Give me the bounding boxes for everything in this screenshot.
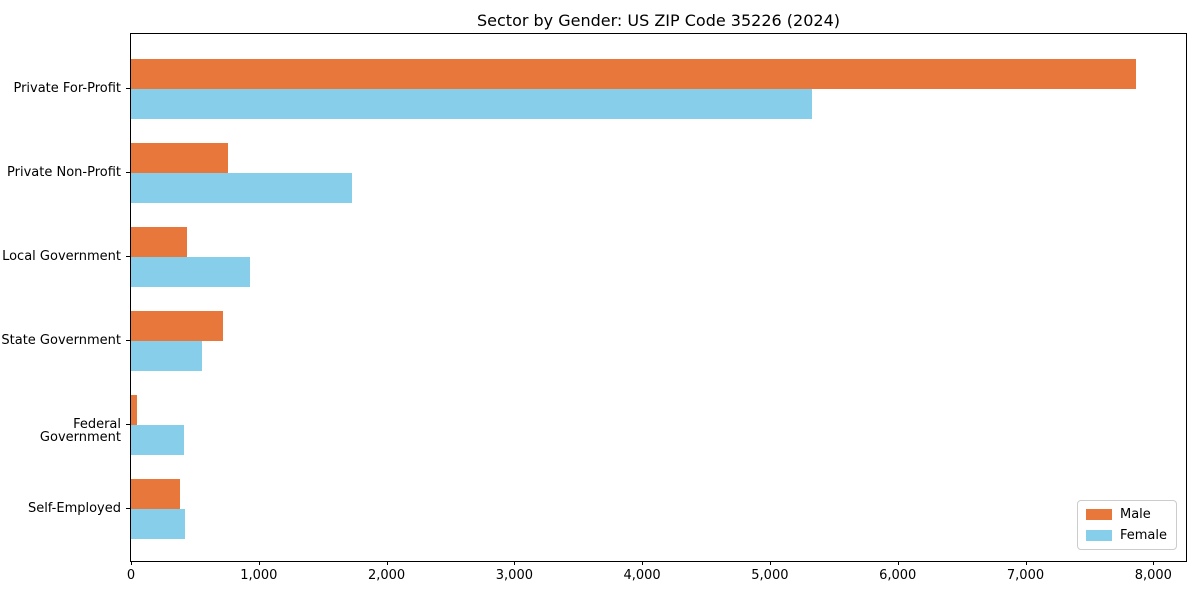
bar-male-private-non-profit <box>131 143 229 173</box>
bar-female-private-non-profit <box>131 173 353 203</box>
legend-item-female: Female <box>1085 528 1167 543</box>
bar-male-state-government <box>131 311 223 341</box>
chart-title: Sector by Gender: US ZIP Code 35226 (202… <box>477 11 840 30</box>
bar-male-federal-government <box>131 395 138 425</box>
xtick-mark <box>386 561 388 565</box>
bar-female-local-government <box>131 257 250 287</box>
bar-male-local-government <box>131 227 188 257</box>
xtick-mark <box>1153 561 1155 565</box>
legend-label: Female <box>1119 528 1167 543</box>
ytick-label: State Government <box>1 333 121 348</box>
legend: Male Female <box>1076 500 1177 550</box>
legend-swatch-male <box>1085 509 1112 520</box>
legend-swatch-female <box>1085 530 1112 541</box>
xtick-mark <box>131 561 132 565</box>
xtick-mark <box>769 561 771 565</box>
xtick-label: 0 <box>126 568 136 583</box>
ytick-label: Federal Government <box>39 417 121 445</box>
ytick-mark <box>126 508 130 509</box>
plot-area: Male Female <box>130 33 1187 562</box>
xtick-label: 5,000 <box>751 568 789 583</box>
xtick-label: 6,000 <box>879 568 917 583</box>
bar-female-state-government <box>131 341 202 371</box>
legend-label: Male <box>1119 507 1151 522</box>
ytick-label: Private For-Profit <box>13 81 121 96</box>
ytick-label: Private Non-Profit <box>7 165 121 180</box>
xtick-mark <box>1025 561 1027 565</box>
xtick-label: 3,000 <box>495 568 533 583</box>
xtick-label: 8,000 <box>1134 568 1172 583</box>
xtick-mark <box>514 561 516 565</box>
ytick-label: Self-Employed <box>27 501 121 516</box>
xtick-mark <box>897 561 899 565</box>
bar-female-private-for-profit <box>131 89 812 119</box>
bar-female-self-employed <box>131 509 186 539</box>
ytick-label: Local Government <box>2 249 121 264</box>
bar-female-federal-government <box>131 425 184 455</box>
ytick-mark <box>126 256 130 257</box>
bar-male-private-for-profit <box>131 59 1136 89</box>
xtick-label: 4,000 <box>623 568 661 583</box>
ytick-mark <box>126 172 130 173</box>
ytick-mark <box>126 340 130 341</box>
xtick-mark <box>642 561 644 565</box>
ytick-mark <box>126 424 130 425</box>
xtick-label: 1,000 <box>240 568 278 583</box>
xtick-mark <box>258 561 260 565</box>
legend-item-male: Male <box>1085 507 1167 522</box>
xtick-label: 7,000 <box>1006 568 1045 583</box>
bar-male-self-employed <box>131 479 181 509</box>
xtick-label: 2,000 <box>367 568 406 583</box>
ytick-mark <box>126 88 130 89</box>
